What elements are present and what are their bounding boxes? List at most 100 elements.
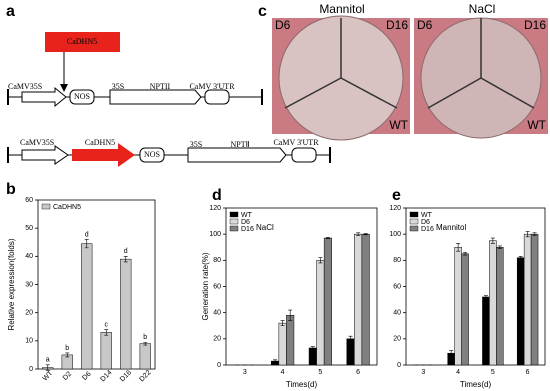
- error-bar: [273, 359, 278, 363]
- gene-label: CaDHN5: [67, 37, 97, 46]
- y-tick-label: 10: [25, 338, 33, 345]
- arrow-head: [60, 84, 68, 92]
- element-box: [187, 147, 287, 163]
- error-bar: [348, 335, 353, 342]
- photo-label: D16: [386, 18, 408, 32]
- element-label: 35S: [190, 140, 202, 149]
- y-tick-label: 60: [25, 197, 33, 204]
- bar: [361, 233, 370, 366]
- plate-photos: Mannitol NaCl D6 D16 WT D6 D16 WT: [272, 2, 548, 141]
- significance-letter: d: [124, 248, 128, 255]
- legend-label: D6: [421, 219, 430, 226]
- chart-title: NaCl: [256, 223, 274, 232]
- error-bar: [449, 350, 454, 357]
- y-tick-label: 40: [393, 310, 401, 317]
- bar: [354, 233, 363, 366]
- bar: [139, 343, 151, 370]
- photo-label: D16: [524, 18, 546, 32]
- construct-diagram: CaDHN5 CaMV35S NOS 35S NPTII CaMV 3'UTR …: [7, 32, 331, 167]
- x-tick-label: 6: [356, 369, 360, 376]
- bar: [286, 315, 295, 366]
- y-tick-label: 100: [389, 231, 401, 238]
- chart-title: Mannitol: [436, 223, 466, 232]
- element-box: [204, 89, 230, 105]
- error-bar: [84, 239, 89, 249]
- bar: [496, 247, 504, 366]
- error-bar: [325, 237, 330, 240]
- legend-swatch: [229, 211, 239, 218]
- x-tick-label: D22: [138, 369, 152, 383]
- y-tick-label: 80: [393, 257, 401, 264]
- element-label: NPTⅡ: [230, 140, 249, 149]
- panel-label: e: [392, 187, 401, 204]
- bar: [516, 257, 525, 366]
- bar: [120, 258, 132, 370]
- y-tick-label: 100: [209, 231, 221, 238]
- promoter-arrow: [21, 86, 67, 108]
- error-bar: [318, 257, 323, 264]
- x-tick-label: 3: [421, 369, 425, 376]
- legend-label: D16: [421, 226, 434, 233]
- y-tick-label: 20: [25, 310, 33, 317]
- error-bar: [288, 309, 293, 321]
- plate-divider: [284, 18, 398, 109]
- legend-label: CaDHN5: [53, 204, 81, 211]
- x-tick-label: 5: [491, 369, 495, 376]
- error-bar: [65, 352, 70, 358]
- legend-swatch: [41, 203, 51, 210]
- y-axis-label: Generation rate(%): [201, 252, 210, 320]
- error-bar: [497, 245, 502, 249]
- element-label: CaDHN5: [85, 138, 115, 147]
- bar: [100, 332, 112, 370]
- y-tick-label: 0: [217, 362, 221, 369]
- y-tick-label: 40: [213, 310, 221, 317]
- error-bar: [45, 364, 50, 371]
- y-tick-label: 0: [29, 366, 33, 373]
- significance-letter: a: [46, 357, 50, 364]
- significance-letter: b: [65, 345, 69, 352]
- element-label: 35S: [112, 82, 124, 91]
- y-tick-label: 120: [209, 205, 221, 212]
- bar: [482, 296, 490, 366]
- element-label: NOS: [74, 92, 90, 101]
- x-tick-label: D2: [62, 371, 73, 382]
- gene-box: [45, 32, 120, 52]
- photo-title: NaCl: [469, 2, 496, 16]
- error-bar: [104, 329, 109, 336]
- x-tick-label: 4: [281, 369, 285, 376]
- error-bar: [490, 237, 495, 244]
- bar: [278, 322, 287, 366]
- y-tick-label: 20: [213, 336, 221, 343]
- y-axis-label: Relative expression(folds): [7, 238, 16, 330]
- photo-title: Mannitol: [319, 2, 364, 16]
- panel-label: b: [6, 181, 16, 198]
- bar: [489, 240, 497, 366]
- panel-label: c: [258, 3, 267, 20]
- error-bar: [280, 320, 285, 327]
- significance-letter: b: [143, 334, 147, 341]
- element-label: CaMV 3'UTR: [189, 82, 235, 91]
- bar: [81, 243, 93, 370]
- error-bar: [483, 295, 488, 299]
- plot-frame: [37, 199, 156, 370]
- y-tick-label: 80: [213, 257, 221, 264]
- element-label: NPTII: [150, 82, 171, 91]
- error-bar: [463, 252, 468, 256]
- legend-swatch: [409, 218, 419, 225]
- bar: [346, 338, 355, 366]
- error-bar: [143, 341, 148, 346]
- error-bar: [363, 233, 368, 236]
- promoter-arrow: [21, 145, 69, 165]
- photo-label: WT: [389, 118, 408, 132]
- element-box: [69, 89, 95, 105]
- element-label: CaMV 3'UTR: [273, 138, 319, 147]
- error-bar: [310, 346, 315, 350]
- x-tick-label: 3: [243, 369, 247, 376]
- y-tick-label: 40: [25, 253, 33, 260]
- error-bar: [518, 256, 523, 260]
- bar: [523, 233, 532, 366]
- y-tick-label: 60: [213, 283, 221, 290]
- element-label: CaMV35S: [8, 82, 42, 91]
- element-box: [139, 147, 165, 163]
